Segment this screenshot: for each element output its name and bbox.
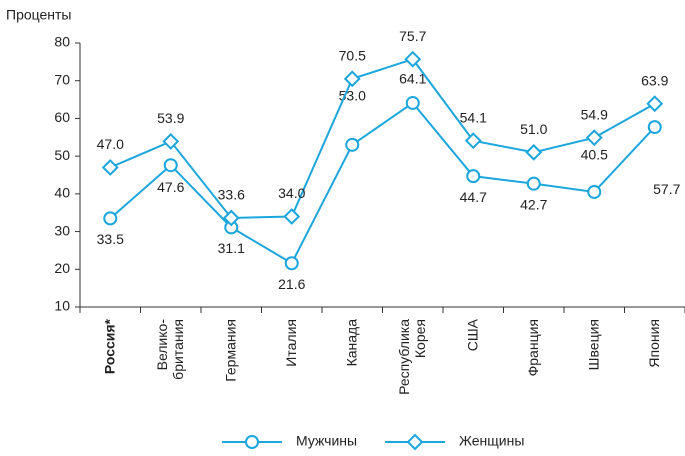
marker: [222, 209, 240, 227]
marker: [587, 184, 602, 199]
data-label: 63.9: [641, 72, 668, 88]
data-label: 53.0: [339, 88, 366, 104]
y-tick-label: 10: [54, 298, 70, 314]
marker: [466, 169, 481, 184]
marker: [101, 159, 119, 176]
data-label: 64.1: [399, 71, 426, 87]
x-tick-label: РеспубликаКорея: [395, 319, 427, 395]
x-tick-label: Швеция: [585, 319, 601, 370]
y-tick-label: 50: [54, 147, 70, 163]
x-tick-label: Германия: [222, 319, 238, 382]
x-tick-label: США: [464, 318, 480, 351]
data-label: 40.5: [581, 147, 608, 163]
marker: [163, 158, 178, 173]
legend-label: Женщины: [459, 433, 524, 449]
y-tick-label: 20: [54, 260, 70, 276]
y-axis-label: Проценты: [6, 7, 72, 23]
legend-label: Мужчины: [296, 433, 357, 449]
marker: [343, 70, 361, 88]
x-tick-label: Россия*: [101, 318, 117, 374]
data-label: 70.5: [339, 48, 366, 64]
series-line: [109, 58, 656, 220]
x-tick-label: Велико-британия: [153, 319, 185, 380]
data-label: 34.0: [278, 185, 305, 201]
x-tick-label: Япония: [645, 319, 661, 368]
data-label: 33.5: [97, 231, 124, 247]
data-label: 75.7: [399, 28, 426, 44]
data-label: 42.7: [520, 196, 547, 212]
data-label: 47.6: [157, 179, 184, 195]
x-tick-label: Италия: [282, 319, 298, 367]
marker: [284, 256, 299, 271]
data-label: 31.1: [218, 240, 245, 256]
data-label: 21.6: [278, 276, 305, 292]
marker: [647, 120, 662, 135]
marker: [245, 435, 259, 449]
marker: [406, 433, 424, 451]
data-label: 53.9: [157, 110, 184, 126]
marker: [525, 143, 543, 161]
data-label: 51.0: [520, 121, 547, 137]
marker: [585, 129, 603, 147]
y-tick-label: 70: [54, 71, 70, 87]
marker: [103, 211, 118, 226]
marker: [404, 50, 422, 68]
data-label: 47.0: [97, 136, 124, 152]
marker: [405, 95, 420, 110]
marker: [345, 137, 360, 152]
marker: [283, 208, 301, 225]
y-tick-label: 30: [54, 222, 70, 238]
x-tick-label: Франция: [524, 319, 540, 376]
data-label: 54.1: [460, 109, 487, 125]
data-label: 54.9: [581, 106, 608, 122]
y-tick-label: 80: [54, 34, 70, 50]
marker: [526, 176, 541, 191]
marker: [464, 132, 482, 150]
x-tick-label: Канада: [343, 319, 359, 367]
y-tick-label: 60: [54, 109, 70, 125]
data-label: 44.7: [460, 189, 487, 205]
y-tick-label: 40: [54, 185, 70, 201]
marker: [162, 133, 180, 150]
marker: [646, 95, 664, 113]
series-line: [109, 101, 656, 265]
data-label: 33.6: [218, 187, 245, 203]
data-label: 57.7: [653, 181, 680, 197]
